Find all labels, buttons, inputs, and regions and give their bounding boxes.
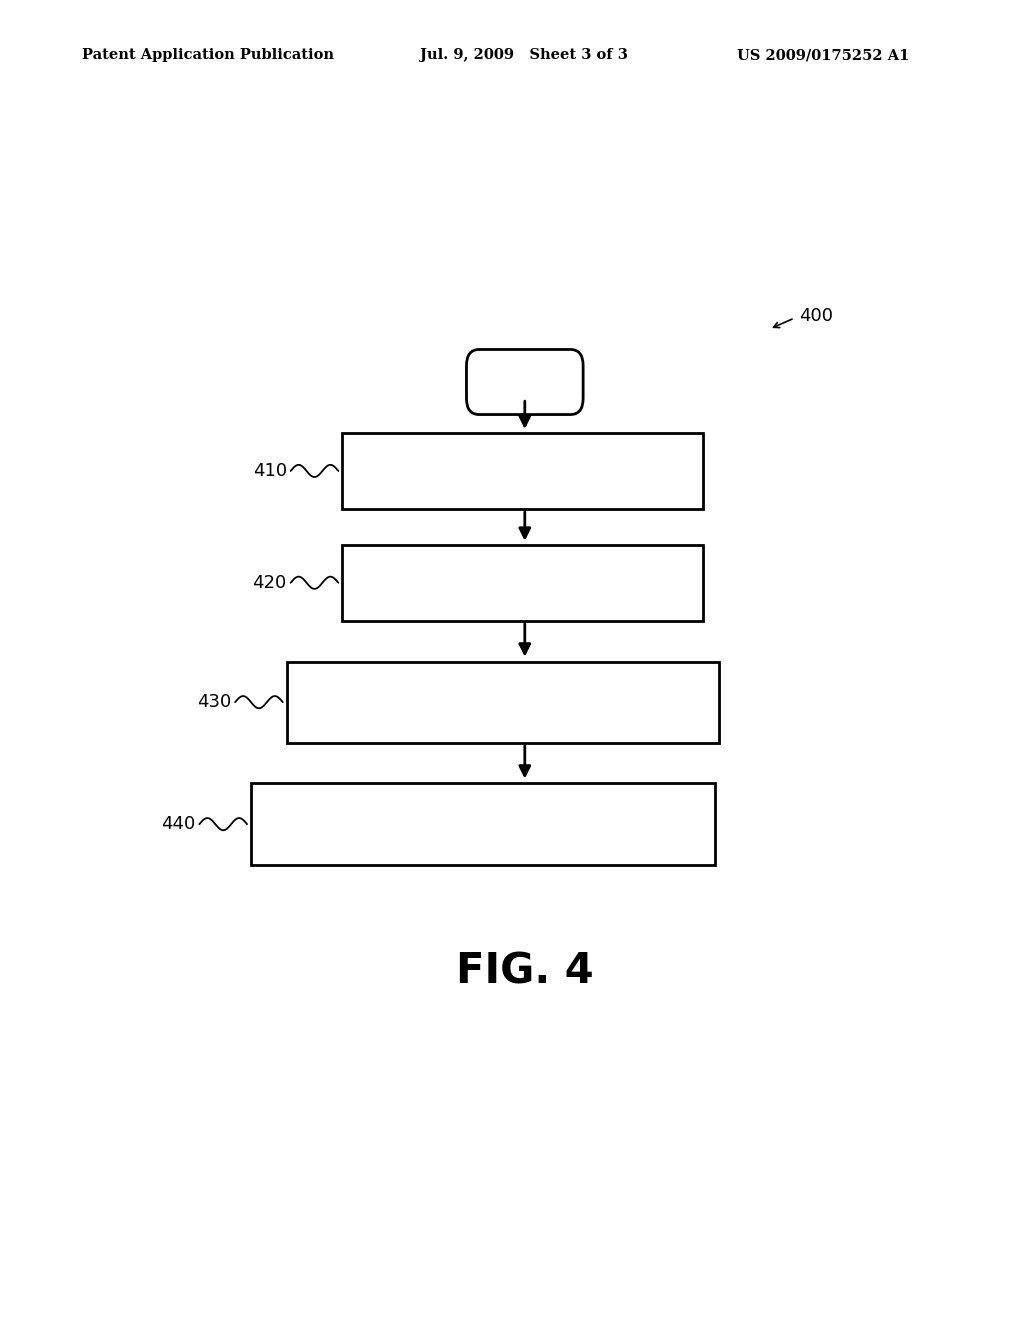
Text: FIG. 4: FIG. 4 bbox=[456, 950, 594, 993]
FancyBboxPatch shape bbox=[251, 784, 715, 865]
FancyBboxPatch shape bbox=[342, 433, 703, 510]
Text: 410: 410 bbox=[253, 462, 287, 480]
Text: 400: 400 bbox=[799, 308, 833, 325]
FancyBboxPatch shape bbox=[342, 545, 703, 620]
Text: 420: 420 bbox=[253, 574, 287, 591]
FancyBboxPatch shape bbox=[467, 350, 583, 414]
Text: US 2009/0175252 A1: US 2009/0175252 A1 bbox=[737, 49, 909, 62]
Text: 430: 430 bbox=[197, 693, 231, 711]
Text: 440: 440 bbox=[161, 816, 196, 833]
Text: Patent Application Publication: Patent Application Publication bbox=[82, 49, 334, 62]
Text: Jul. 9, 2009   Sheet 3 of 3: Jul. 9, 2009 Sheet 3 of 3 bbox=[420, 49, 628, 62]
FancyBboxPatch shape bbox=[287, 661, 719, 743]
